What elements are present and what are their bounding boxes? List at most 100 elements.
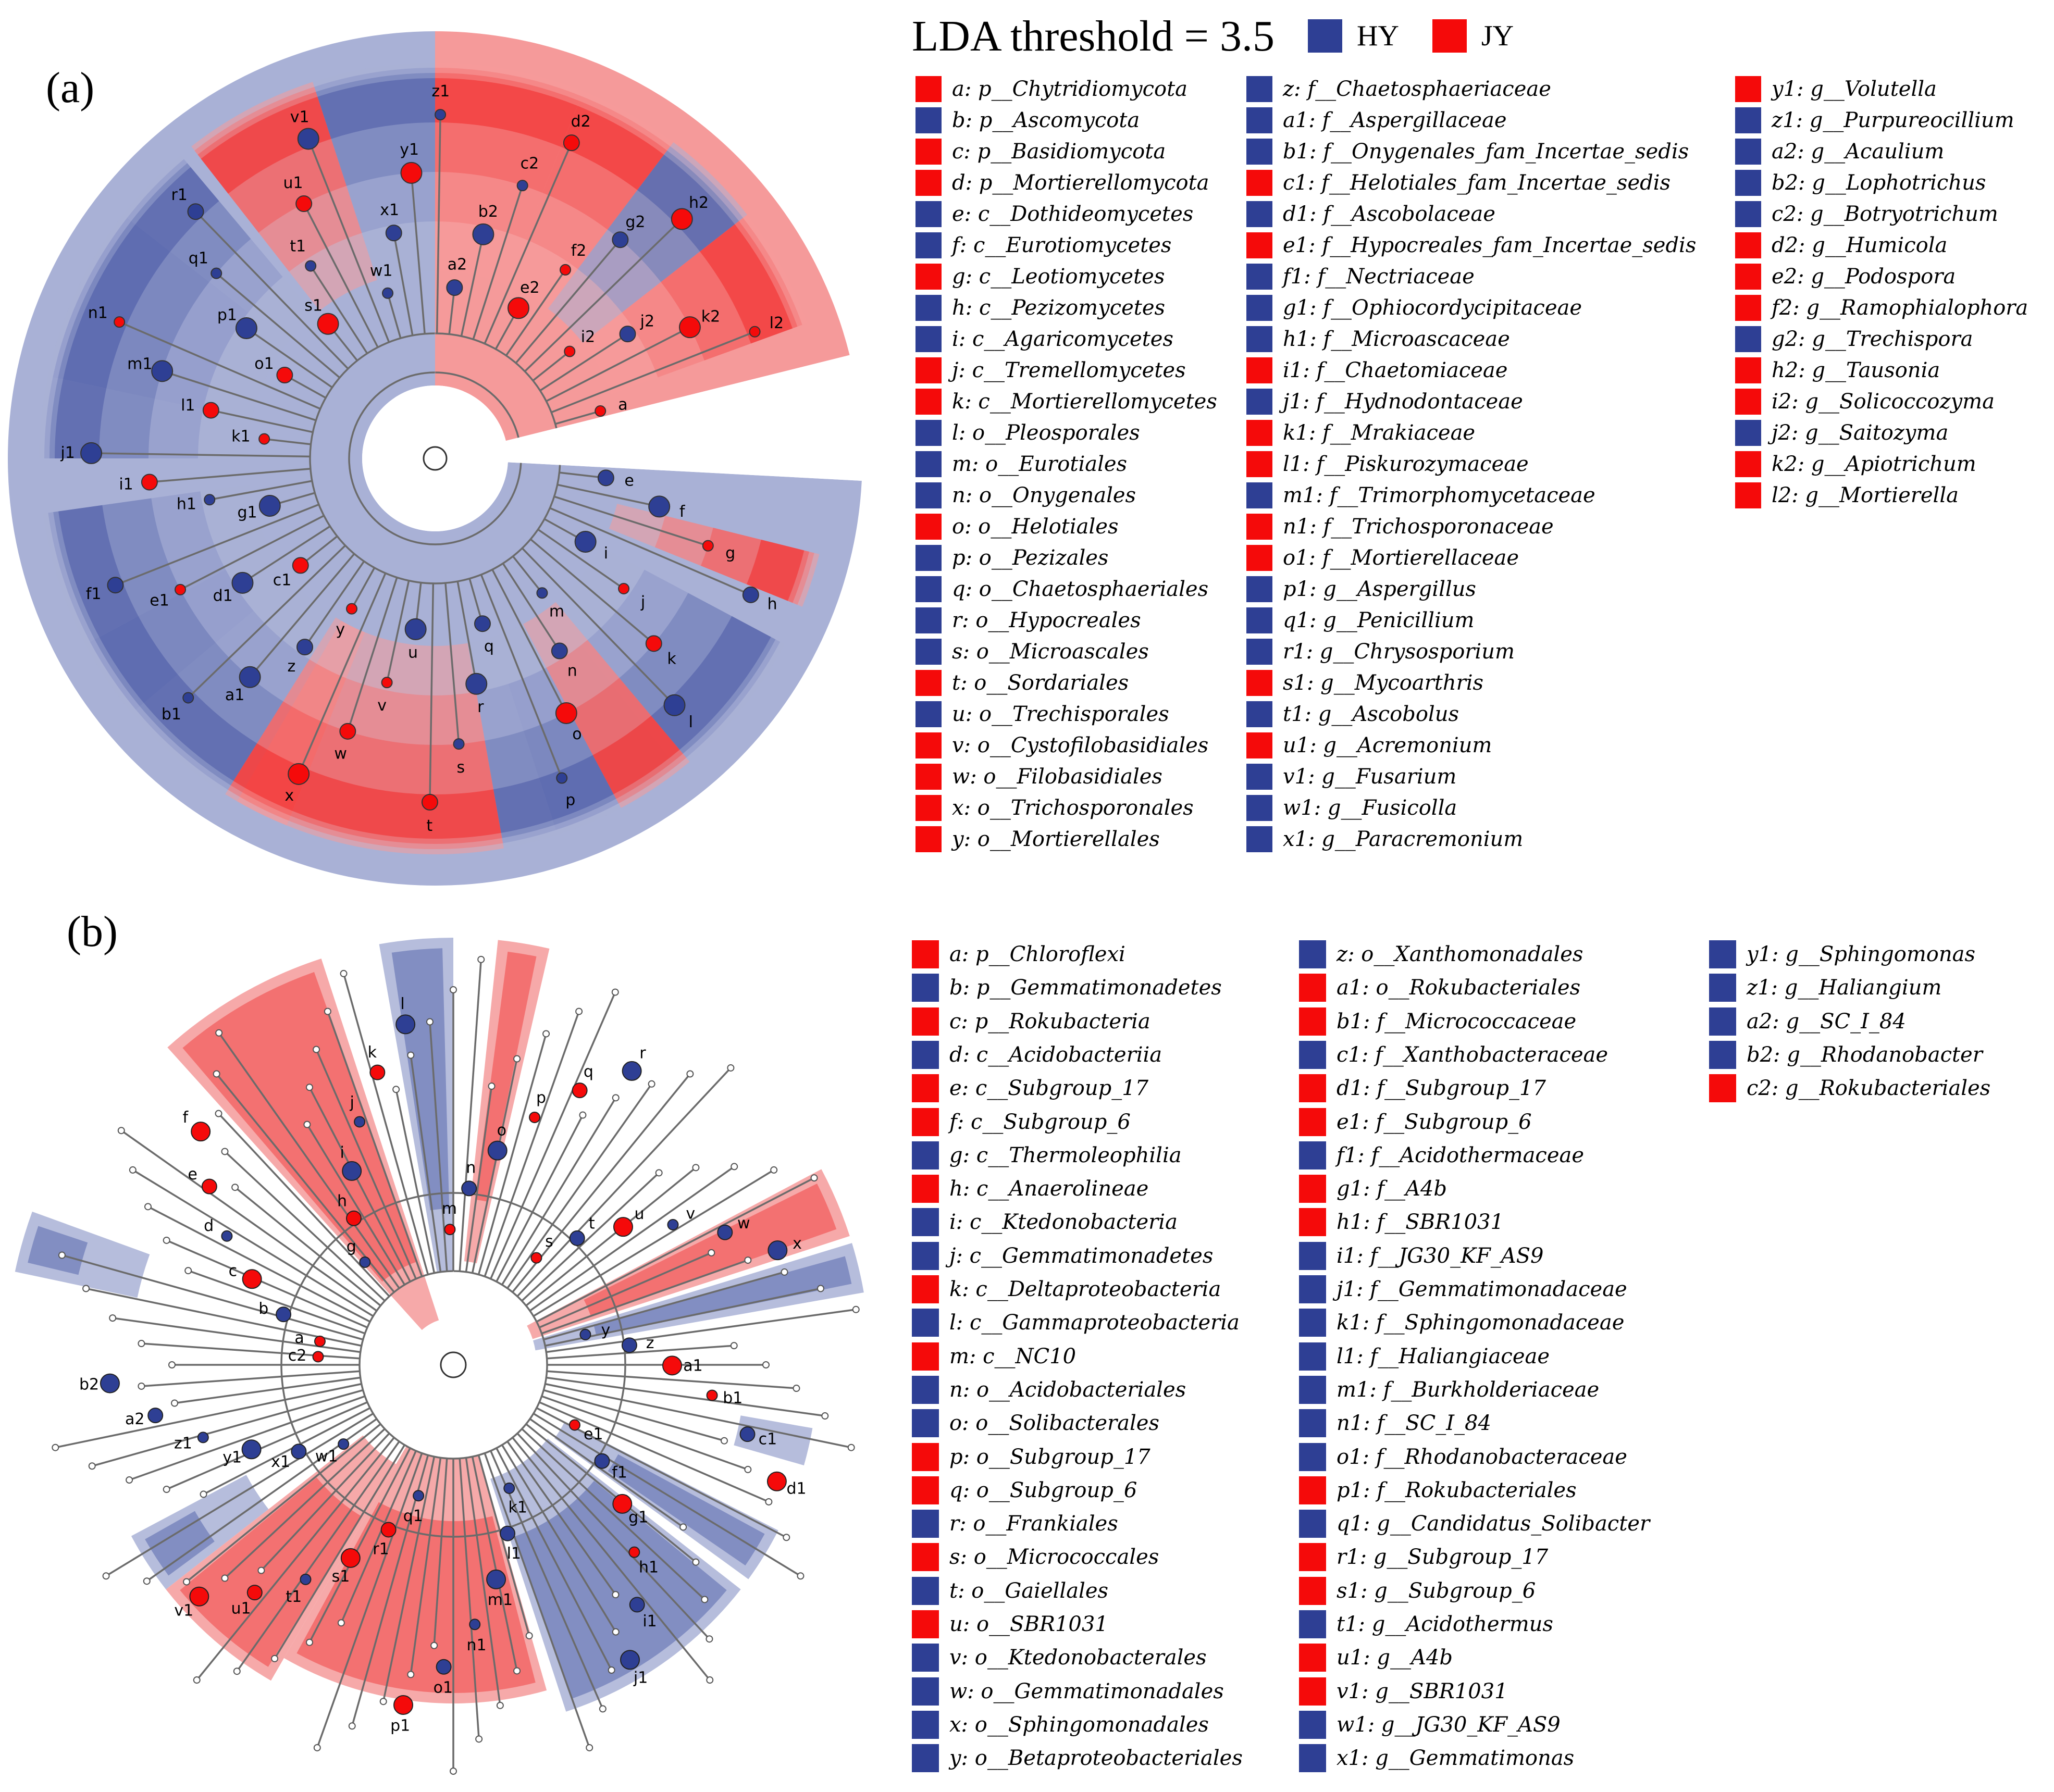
taxon-node bbox=[620, 1650, 640, 1670]
clade-label: a2 bbox=[448, 255, 467, 273]
jy-color-swatch bbox=[915, 170, 942, 196]
tree-branch bbox=[112, 1317, 361, 1353]
taxon-node bbox=[507, 297, 529, 319]
legend-item-label: f1: f__Acidothermaceae bbox=[1337, 1143, 1585, 1167]
tip-node bbox=[648, 1080, 655, 1088]
clade-label: j1 bbox=[633, 1669, 648, 1687]
legend-item: e: c__Subgroup_17 bbox=[912, 1074, 1149, 1103]
clade-label: l1 bbox=[181, 396, 195, 415]
legend-item-label: e1: f__Subgroup_6 bbox=[1337, 1110, 1532, 1134]
legend-item-label: e: c__Subgroup_17 bbox=[949, 1076, 1149, 1101]
clade-label: j1 bbox=[60, 444, 75, 462]
clade-label: n1 bbox=[466, 1636, 486, 1654]
taxon-node bbox=[500, 1525, 516, 1541]
jy-color-swatch bbox=[1246, 232, 1272, 258]
clade-label: i2 bbox=[581, 328, 595, 346]
clade-highlight bbox=[233, 743, 310, 811]
tree-branch bbox=[55, 1383, 362, 1449]
taxon-node bbox=[555, 702, 577, 724]
taxon-node bbox=[572, 1082, 588, 1099]
tree-branch bbox=[147, 1205, 370, 1323]
lda-header: LDA threshold = 3.5 HY JY bbox=[912, 7, 1514, 65]
tip-node bbox=[313, 1744, 321, 1751]
taxon-node bbox=[717, 1224, 733, 1240]
legend-item: u: o__Trechisporales bbox=[915, 701, 1169, 728]
legend-item: c2: g__Botryotrichum bbox=[1735, 201, 1998, 228]
clade-label: f2 bbox=[571, 242, 587, 260]
legend-item-label: y1: g__Volutella bbox=[1772, 77, 1937, 101]
clade-label: v1 bbox=[174, 1602, 193, 1620]
tree-branch bbox=[521, 1428, 706, 1600]
tree-branch bbox=[340, 1450, 417, 1623]
legend-item-label: f: c__Subgroup_6 bbox=[949, 1110, 1131, 1134]
hy-color-swatch bbox=[915, 420, 942, 446]
clade-label: u1 bbox=[231, 1599, 251, 1617]
taxon-node bbox=[595, 405, 607, 417]
jy-color-swatch bbox=[1246, 514, 1272, 540]
taxon-node bbox=[305, 260, 317, 272]
legend-item: o: o__Solibacterales bbox=[912, 1409, 1159, 1438]
legend-item-label: s1: g__Subgroup_6 bbox=[1337, 1578, 1536, 1603]
clade-label: q1 bbox=[403, 1507, 423, 1525]
legend-item-label: z: f__Chaetosphaeriaceae bbox=[1283, 77, 1551, 101]
tip-node bbox=[810, 1174, 818, 1182]
tip-node bbox=[612, 1094, 620, 1102]
tree-branch bbox=[188, 544, 346, 699]
tree-branch bbox=[545, 1383, 852, 1449]
clade-label: a1 bbox=[225, 686, 244, 704]
clade-label: y bbox=[336, 620, 345, 639]
clade-highlight bbox=[561, 106, 664, 190]
jy-color-swatch bbox=[1299, 1543, 1326, 1572]
taxon-node bbox=[618, 583, 630, 595]
tip-node bbox=[701, 1596, 709, 1603]
tree-branch bbox=[149, 468, 311, 483]
legend-item: c2: g__Rokubacteriales bbox=[1709, 1074, 1990, 1103]
legend-item-label: h1: f__Microascaceae bbox=[1283, 327, 1510, 351]
legend-item: b2: g__Lophotrichus bbox=[1735, 169, 1986, 196]
jy-color-swatch bbox=[1246, 451, 1272, 477]
clade-highlight bbox=[435, 78, 578, 147]
clade-label: d bbox=[204, 1217, 214, 1235]
legend-item-label: k1: f__Mrakiaceae bbox=[1283, 421, 1476, 445]
taxon-node bbox=[385, 225, 402, 242]
tree-branch bbox=[119, 321, 321, 410]
legend-item: m1: f__Trimorphomycetaceae bbox=[1246, 482, 1595, 509]
hy-color-swatch bbox=[912, 1141, 939, 1169]
tip-node bbox=[348, 1722, 356, 1730]
hy-color-swatch bbox=[1246, 701, 1272, 727]
tip-node bbox=[542, 1030, 550, 1038]
legend-item-label: n: o__Onygenales bbox=[952, 483, 1136, 507]
legend-item-label: a: p__Chytridiomycota bbox=[952, 77, 1188, 101]
tree-branch bbox=[209, 480, 313, 501]
hy-color-swatch bbox=[1299, 1610, 1326, 1638]
tip-node bbox=[744, 1465, 752, 1473]
clade-label: a bbox=[294, 1329, 304, 1347]
hy-color-swatch bbox=[912, 1510, 939, 1538]
tip-node bbox=[781, 1268, 788, 1276]
tip-node bbox=[231, 1184, 239, 1191]
taxon-node bbox=[147, 1408, 164, 1424]
tip-node bbox=[706, 1635, 713, 1643]
tree-branch bbox=[539, 333, 628, 392]
jy-color-swatch bbox=[1299, 1208, 1326, 1237]
hy-color-swatch bbox=[1246, 201, 1272, 227]
taxon-node bbox=[258, 433, 270, 445]
taxon-node bbox=[340, 1548, 361, 1568]
jy-color-swatch bbox=[1735, 357, 1761, 383]
legend-item: i: c__Agaricomycetes bbox=[915, 326, 1173, 353]
clade-label: w1 bbox=[370, 262, 393, 280]
legend-item-label: r: o__Frankiales bbox=[949, 1512, 1118, 1536]
tree-branch bbox=[491, 569, 567, 714]
hy-color-swatch bbox=[1299, 1241, 1326, 1270]
tree-branch bbox=[501, 1097, 617, 1286]
taxon-node bbox=[667, 1219, 679, 1231]
legend-item-label: f2: g__Ramophialophora bbox=[1772, 296, 2028, 320]
legend-item: n1: f__SC_I_84 bbox=[1299, 1409, 1491, 1438]
tree-branch bbox=[410, 1458, 442, 1675]
legend-item-label: y1: g__Sphingomonas bbox=[1747, 942, 1976, 966]
taxon-node bbox=[296, 639, 313, 656]
legend-item-label: j: c__Tremellomycetes bbox=[952, 358, 1186, 382]
clade-highlight bbox=[637, 154, 735, 252]
taxon-node bbox=[395, 1014, 416, 1035]
legend-item: i1: f__JG30_KF_AS9 bbox=[1299, 1241, 1544, 1270]
